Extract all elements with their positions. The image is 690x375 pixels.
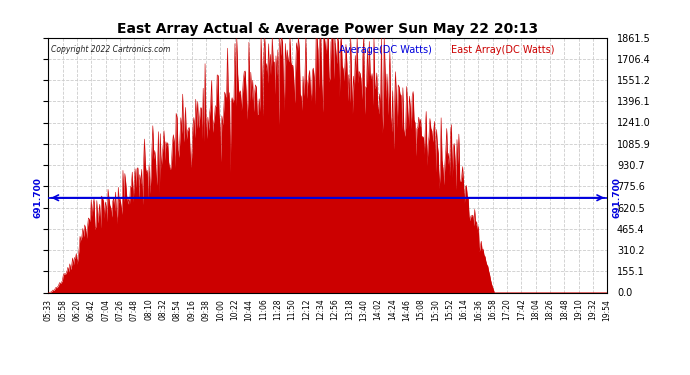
Title: East Array Actual & Average Power Sun May 22 20:13: East Array Actual & Average Power Sun Ma… [117, 22, 538, 36]
Text: East Array(DC Watts): East Array(DC Watts) [451, 45, 554, 55]
Text: 691.700: 691.700 [34, 177, 43, 218]
Text: Average(DC Watts): Average(DC Watts) [339, 45, 432, 55]
Text: Copyright 2022 Cartronics.com: Copyright 2022 Cartronics.com [51, 45, 170, 54]
Text: 691.700: 691.700 [613, 177, 622, 218]
